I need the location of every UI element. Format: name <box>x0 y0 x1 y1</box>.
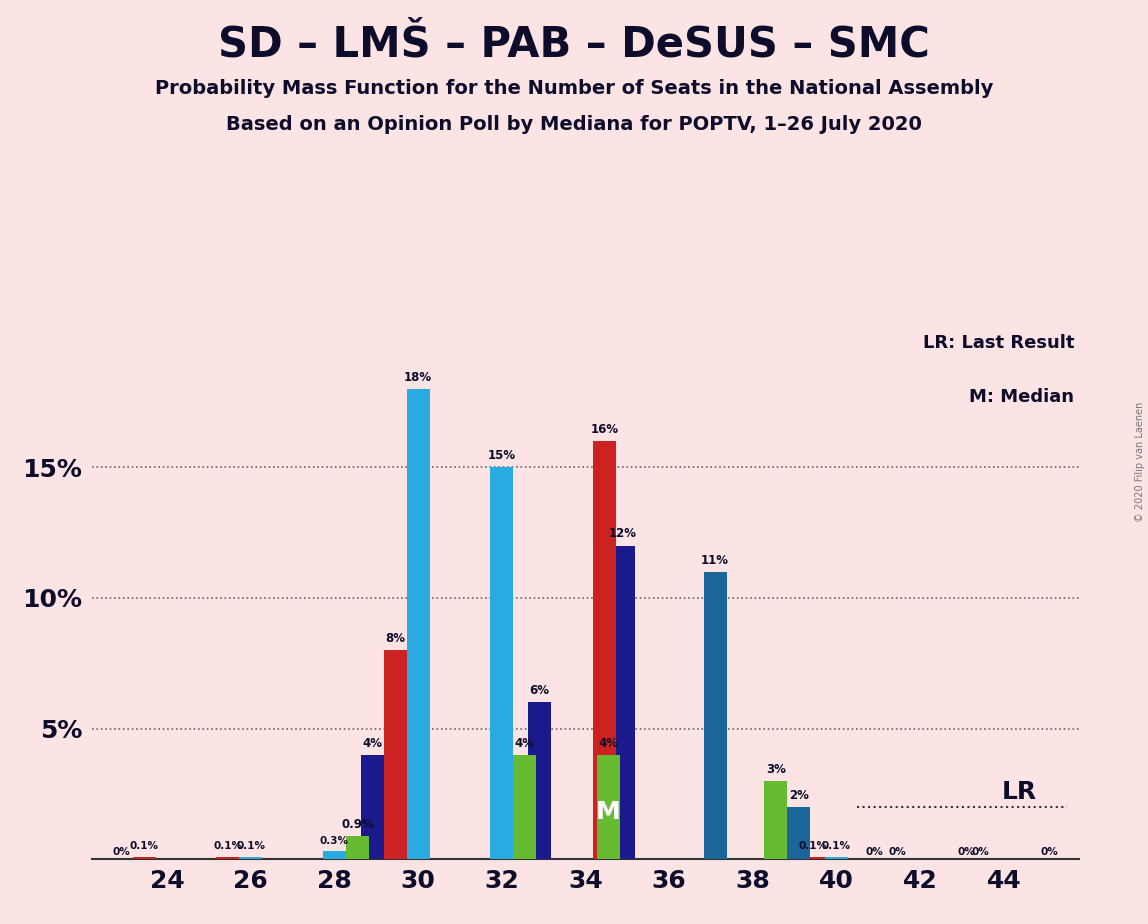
Text: 16%: 16% <box>590 423 619 436</box>
Text: 4%: 4% <box>362 736 382 749</box>
Text: 4%: 4% <box>514 736 535 749</box>
Text: 0.1%: 0.1% <box>214 842 242 852</box>
Bar <box>216 857 239 859</box>
Text: 12%: 12% <box>610 528 637 541</box>
Text: Probability Mass Function for the Number of Seats in the National Assembly: Probability Mass Function for the Number… <box>155 79 993 98</box>
Bar <box>704 572 727 859</box>
Text: M: Median: M: Median <box>969 388 1075 406</box>
Text: 0%: 0% <box>1041 846 1058 857</box>
Bar <box>592 441 615 859</box>
Bar <box>802 857 825 859</box>
Text: 0.1%: 0.1% <box>822 842 851 852</box>
Bar <box>360 755 383 859</box>
Text: 0.9%: 0.9% <box>341 818 374 831</box>
Text: 18%: 18% <box>404 371 432 383</box>
Text: Based on an Opinion Poll by Mediana for POPTV, 1–26 July 2020: Based on an Opinion Poll by Mediana for … <box>226 115 922 134</box>
Bar <box>825 857 848 859</box>
Bar <box>528 702 551 859</box>
Text: © 2020 Filip van Laenen: © 2020 Filip van Laenen <box>1135 402 1145 522</box>
Text: 0.3%: 0.3% <box>320 836 349 846</box>
Bar <box>513 755 536 859</box>
Text: 3%: 3% <box>766 762 785 775</box>
Text: 0.1%: 0.1% <box>799 842 828 852</box>
Bar <box>788 807 810 859</box>
Text: 0.1%: 0.1% <box>130 842 158 852</box>
Bar <box>597 755 620 859</box>
Bar <box>346 836 369 859</box>
Bar <box>406 389 429 859</box>
Text: 11%: 11% <box>701 553 729 566</box>
Text: M: M <box>596 800 621 824</box>
Text: 8%: 8% <box>385 632 405 645</box>
Text: 0%: 0% <box>866 846 883 857</box>
Text: 4%: 4% <box>598 736 619 749</box>
Bar <box>323 852 346 859</box>
Bar <box>765 781 788 859</box>
Bar <box>133 857 156 859</box>
Bar <box>239 857 262 859</box>
Text: 0%: 0% <box>113 846 130 857</box>
Bar <box>490 468 513 859</box>
Text: 0%: 0% <box>957 846 975 857</box>
Text: 6%: 6% <box>529 685 550 698</box>
Text: 15%: 15% <box>488 449 515 462</box>
Text: 2%: 2% <box>789 789 809 802</box>
Text: 0.1%: 0.1% <box>236 842 265 852</box>
Bar <box>612 545 635 859</box>
Text: SD – LMŠ – PAB – DeSUS – SMC: SD – LMŠ – PAB – DeSUS – SMC <box>218 23 930 65</box>
Text: LR: LR <box>1002 781 1038 805</box>
Text: LR: Last Result: LR: Last Result <box>923 334 1075 352</box>
Bar <box>383 650 406 859</box>
Text: 0%: 0% <box>972 846 990 857</box>
Text: 0%: 0% <box>889 846 906 857</box>
